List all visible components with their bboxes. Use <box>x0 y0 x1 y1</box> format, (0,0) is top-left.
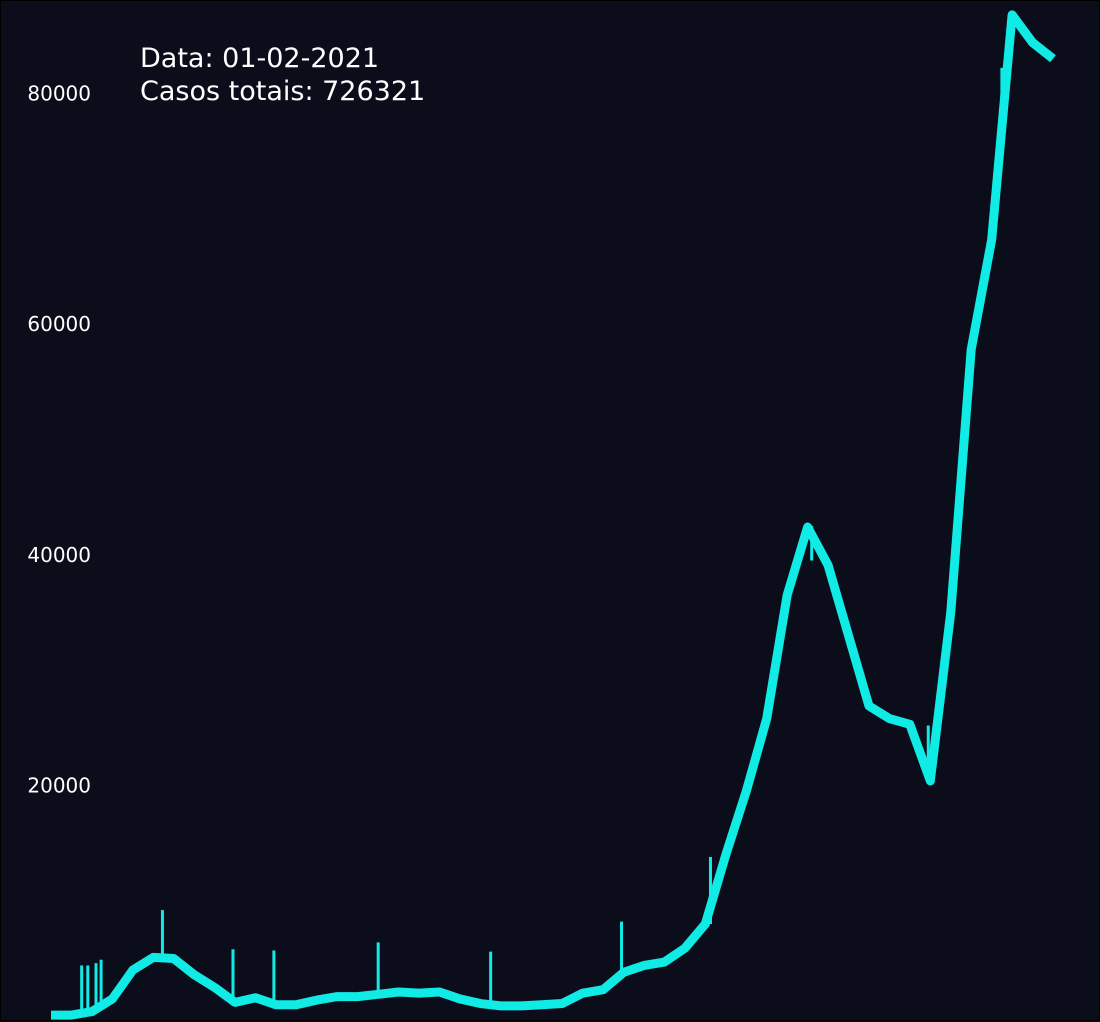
series-layer <box>51 10 1056 1020</box>
series-line <box>51 10 1056 1020</box>
y-tick-label: 60000 <box>27 312 91 336</box>
total-prefix: Casos totais: <box>140 76 323 107</box>
total-value: 726321 <box>322 76 426 107</box>
y-tick-label: 80000 <box>27 81 91 105</box>
total-cases-annotation: Casos totais: 726321 <box>140 76 425 108</box>
spike-markers <box>80 67 1004 1011</box>
y-axis-tick-labels: 20000 40000 60000 80000 <box>27 81 91 797</box>
y-tick-label: 20000 <box>27 773 91 797</box>
date-value: 01-02-2021 <box>222 43 380 74</box>
date-prefix: Data: <box>140 43 223 74</box>
y-tick-label: 40000 <box>27 543 91 567</box>
date-annotation: Data: 01-02-2021 <box>140 43 379 75</box>
